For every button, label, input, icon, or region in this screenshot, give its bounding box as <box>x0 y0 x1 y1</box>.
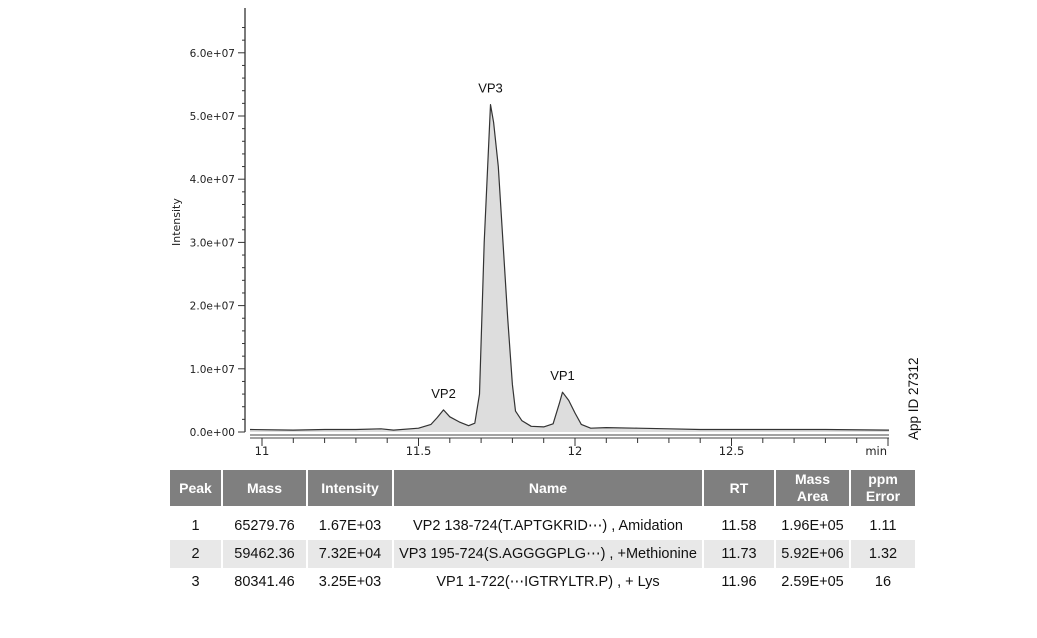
y-tick-label: 6.0e+07 <box>190 48 235 60</box>
cell-peak: 3 <box>191 574 200 590</box>
header-peak: Peak <box>170 470 221 506</box>
chromatogram-line <box>249 104 890 431</box>
cell-name: VP2 138-724(T.APTGKRID⋯) , Amidation <box>413 518 683 534</box>
x-tick-label: 11 <box>255 444 270 458</box>
cell-rt: 11.96 <box>721 574 757 590</box>
cell-mass-area: 5.92E+06 <box>776 540 849 568</box>
x-tick-label: 11.5 <box>406 444 432 458</box>
x-axis: 11 11.5 12 12.5 min <box>250 434 889 458</box>
header-mass-area-line1: Mass <box>794 471 831 487</box>
table-row: 1 65279.76 1.67E+03 VP2 138-724(T.APTGKR… <box>170 512 915 540</box>
cell-ppm-error: 1.32 <box>851 540 915 568</box>
header-mass-area-line2: Area <box>796 488 829 504</box>
table-row: 3 80341.46 3.25E+03 VP1 1-722(⋯IGTRYLTR.… <box>170 568 915 596</box>
cell-mass: 65279.76 <box>234 518 295 534</box>
cell-name: VP3 195-724(S.AGGGGPLG⋯) , +Methionine <box>394 540 702 568</box>
y-tick-label: 0.0e+00 <box>190 427 235 439</box>
header-intensity: Intensity <box>308 470 392 506</box>
chromatogram-chart: 0.0e+00 1.0e+07 2.0e+07 3.0e+07 4.0e+07 5.0e+… <box>170 8 921 458</box>
app-id-label: App ID 27312 <box>906 357 921 440</box>
cell-intensity: 7.32E+04 <box>308 540 392 568</box>
y-axis: 0.0e+00 1.0e+07 2.0e+07 3.0e+07 4.0e+07 5.0e+… <box>190 8 246 439</box>
header-mass-area: Mass Area <box>776 470 849 506</box>
cell-intensity: 1.67E+03 <box>318 518 382 534</box>
y-tick-label: 1.0e+07 <box>190 364 235 376</box>
header-ppm-error-line2: Error <box>865 488 901 504</box>
x-tick-label: 12.5 <box>719 444 745 458</box>
cell-peak: 2 <box>170 540 221 568</box>
peak-label-vp2: VP2 <box>431 386 456 401</box>
cell-mass: 59462.36 <box>223 540 306 568</box>
y-tick-label: 4.0e+07 <box>190 174 235 186</box>
x-tick-label: 12 <box>568 444 583 458</box>
table-row: 2 59462.36 7.32E+04 VP3 195-724(S.AGGGGP… <box>170 540 915 568</box>
cell-mass: 80341.46 <box>234 574 295 590</box>
peak-annotations: VP2 VP3 VP1 <box>431 81 575 401</box>
header-ppm-error-line1: ppm <box>868 471 898 487</box>
header-rt: RT <box>704 470 774 506</box>
cell-ppm-error: 1.11 <box>869 518 897 534</box>
peak-label-vp3: VP3 <box>478 81 503 96</box>
x-unit-label: min <box>865 444 887 458</box>
cell-rt: 11.73 <box>704 540 774 568</box>
table-header-row: Peak Mass Intensity Name RT Mass Area pp… <box>170 470 915 506</box>
y-tick-label: 5.0e+07 <box>190 111 235 123</box>
y-axis-title: Intensity <box>170 198 183 246</box>
y-tick-label: 3.0e+07 <box>190 237 235 249</box>
header-name: Name <box>394 470 702 506</box>
y-tick-label: 2.0e+07 <box>190 301 235 313</box>
cell-mass-area: 1.96E+05 <box>781 518 844 534</box>
cell-intensity: 3.25E+03 <box>318 574 382 590</box>
header-mass: Mass <box>223 470 306 506</box>
cell-mass-area: 2.59E+05 <box>781 574 844 590</box>
peak-results-table: Peak Mass Intensity Name RT Mass Area pp… <box>168 470 917 596</box>
peak-label-vp1: VP1 <box>550 368 575 383</box>
cell-peak: 1 <box>191 518 200 534</box>
header-ppm-error: ppm Error <box>851 470 915 506</box>
cell-rt: 11.58 <box>721 518 757 534</box>
cell-ppm-error: 16 <box>874 574 892 590</box>
plot-area <box>249 104 890 432</box>
cell-name: VP1 1-722(⋯IGTRYLTR.P) , + Lys <box>436 574 660 590</box>
